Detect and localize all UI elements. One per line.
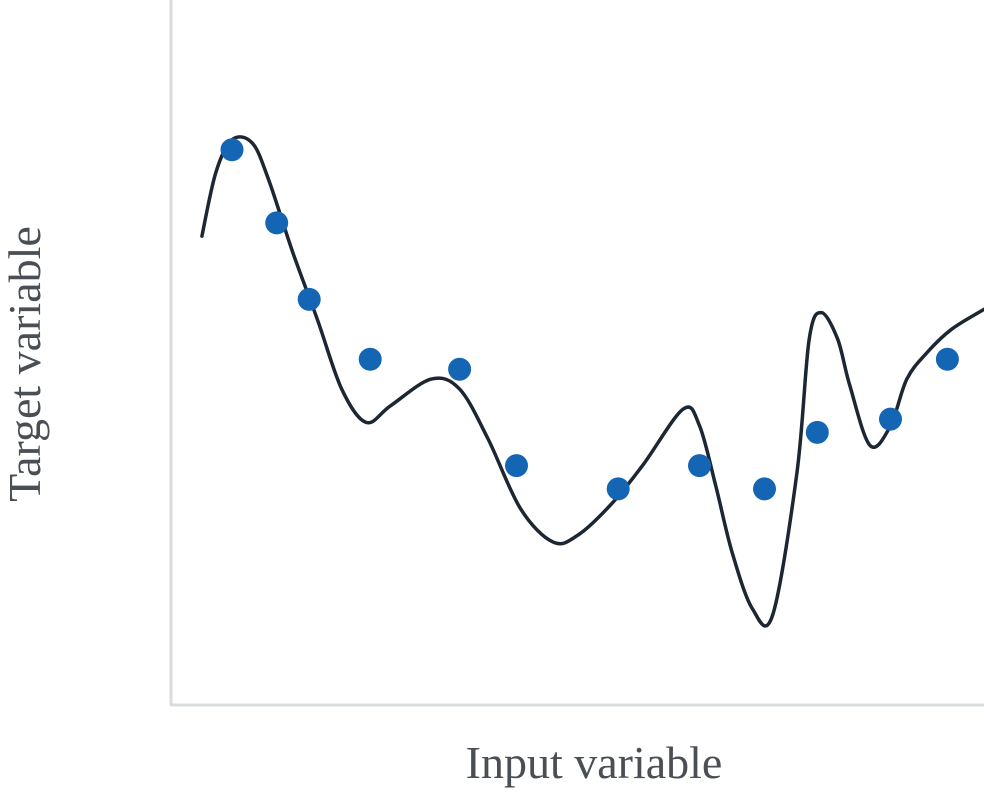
y-axis-label: Target variable (0, 226, 50, 502)
data-points-layer (220, 138, 959, 501)
fit-curve-line (200, 135, 984, 628)
data-point-5 (448, 357, 472, 381)
fit-curve-layer (200, 135, 984, 628)
data-point-8 (688, 454, 711, 478)
data-point-7 (606, 477, 630, 501)
data-point-1 (220, 138, 244, 162)
data-point-12 (935, 347, 959, 371)
data-point-9 (753, 477, 776, 501)
data-point-10 (805, 420, 829, 444)
data-point-2 (265, 211, 289, 235)
plot-area (169, 0, 984, 707)
x-axis-label: Input variable (466, 737, 723, 788)
data-point-6 (505, 454, 528, 478)
data-point-4 (358, 347, 382, 371)
data-point-11 (879, 407, 902, 431)
data-point-3 (297, 287, 321, 311)
